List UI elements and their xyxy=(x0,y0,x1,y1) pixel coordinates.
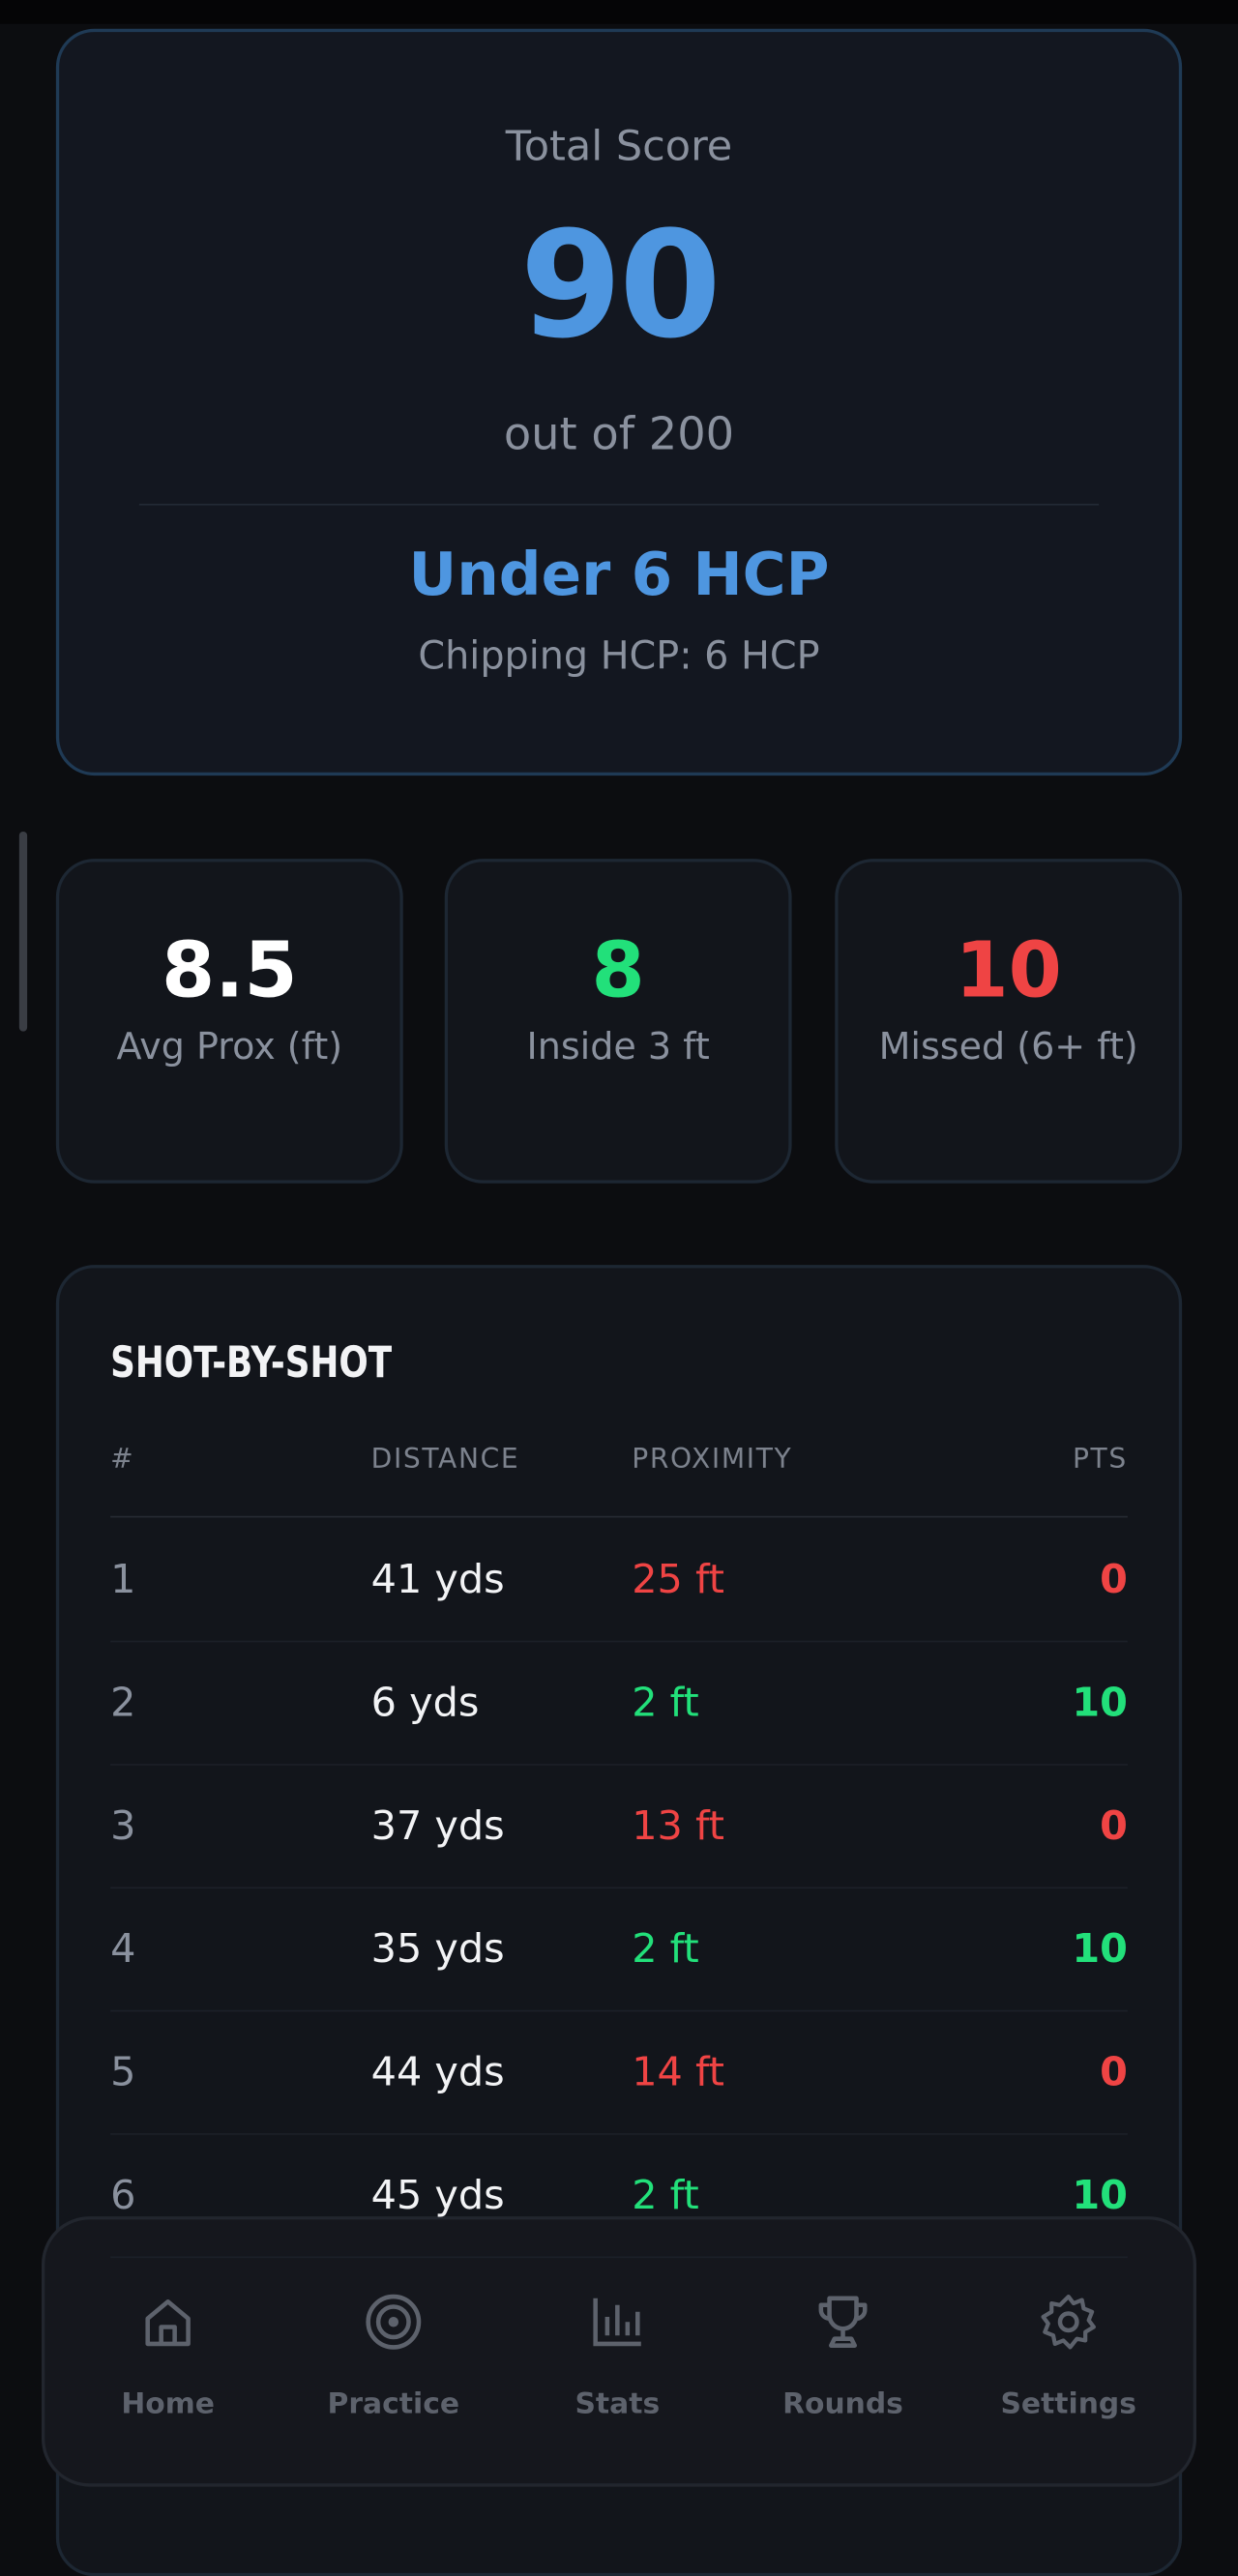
score-card: Total Score 90 out of 200 Under 6 HCP Ch… xyxy=(55,28,1183,776)
nav-label: Practice xyxy=(327,2387,460,2421)
nav-item[interactable]: Home xyxy=(72,2292,263,2421)
distance: 6 yds xyxy=(370,1679,480,1726)
points: 10 xyxy=(1072,1679,1128,1726)
distance: 45 yds xyxy=(370,2171,505,2218)
stat-card: 8.5 Avg Prox (ft) xyxy=(55,859,403,1184)
proximity: 2 ft xyxy=(632,1679,699,1726)
stat-card: 8 Inside 3 ft xyxy=(444,859,792,1184)
points: 10 xyxy=(1072,1925,1128,1973)
header-cell: PROXIMITY xyxy=(632,1444,793,1477)
header-cell: DISTANCE xyxy=(370,1444,520,1477)
nav-icon xyxy=(1041,2294,1096,2350)
table-row: 1 41 yds 25 ft 0 xyxy=(110,1517,1128,1643)
nav-item[interactable]: Rounds xyxy=(747,2292,938,2421)
nav-item[interactable]: Settings xyxy=(972,2292,1164,2421)
header-cell: PTS xyxy=(1072,1444,1128,1477)
score-label: Total Score xyxy=(505,123,733,171)
shot-number: 5 xyxy=(110,2048,136,2095)
bottom-nav xyxy=(41,2216,1197,2487)
points: 10 xyxy=(1072,2171,1128,2218)
proximity: 13 ft xyxy=(632,1801,725,1849)
nav-label: Home xyxy=(121,2387,215,2421)
nav-icon xyxy=(366,2294,422,2350)
stat-value: 8.5 xyxy=(162,925,298,1016)
distance: 37 yds xyxy=(370,1801,505,1849)
scrollbar xyxy=(18,831,28,1032)
proximity: 14 ft xyxy=(632,2048,725,2095)
points: 0 xyxy=(1100,1556,1128,1603)
stat-value: 8 xyxy=(591,925,645,1016)
nav-item[interactable]: Stats xyxy=(521,2292,713,2421)
hcp-sub: Chipping HCP: 6 HCP xyxy=(418,632,820,679)
stat-label: Inside 3 ft xyxy=(526,1026,710,1068)
nav-icon xyxy=(145,2299,191,2347)
score-value: 90 xyxy=(519,199,721,371)
status-bar xyxy=(0,0,1238,24)
table-row: 4 35 yds 2 ft 10 xyxy=(110,1887,1128,2012)
nav-label: Rounds xyxy=(782,2387,903,2421)
stat-value: 10 xyxy=(955,925,1062,1016)
score-out-of: out of 200 xyxy=(503,407,735,461)
hcp: Under 6 HCP xyxy=(408,540,830,610)
nav-label: Settings xyxy=(1000,2387,1136,2421)
distance: 44 yds xyxy=(370,2048,505,2095)
shot-number: 2 xyxy=(110,1679,136,1726)
nav-label: Stats xyxy=(575,2387,661,2421)
table-header: # DISTANCE PROXIMITY PTS xyxy=(110,1431,1128,1518)
nav-icon xyxy=(593,2298,641,2347)
stat-card: 10 Missed (6+ ft) xyxy=(835,859,1183,1184)
distance: 35 yds xyxy=(370,1925,505,1973)
table-title: SHOT-BY-SHOT xyxy=(110,1338,393,1389)
nav-item[interactable]: Practice xyxy=(298,2292,489,2421)
shot-number: 4 xyxy=(110,1925,136,1973)
nav-icon xyxy=(818,2296,868,2348)
stat-label: Avg Prox (ft) xyxy=(116,1026,343,1068)
points: 0 xyxy=(1100,1801,1128,1849)
table-row: 5 44 yds 14 ft 0 xyxy=(110,2010,1128,2135)
stat-label: Missed (6+ ft) xyxy=(878,1026,1138,1068)
shot-number: 3 xyxy=(110,1801,136,1849)
shot-number: 6 xyxy=(110,2171,136,2218)
proximity: 2 ft xyxy=(632,1925,699,1973)
table-row: 3 37 yds 13 ft 0 xyxy=(110,1764,1128,1889)
table-row: 6 45 yds 2 ft 10 xyxy=(110,2133,1128,2259)
proximity: 2 ft xyxy=(632,2171,699,2218)
distance: 41 yds xyxy=(370,1556,505,1603)
proximity: 25 ft xyxy=(632,1556,725,1603)
points: 0 xyxy=(1100,2048,1128,2095)
header-cell: # xyxy=(110,1444,135,1477)
divider xyxy=(138,503,1100,506)
table-row: 2 6 yds 2 ft 10 xyxy=(110,1641,1128,1766)
shot-number: 1 xyxy=(110,1556,136,1603)
